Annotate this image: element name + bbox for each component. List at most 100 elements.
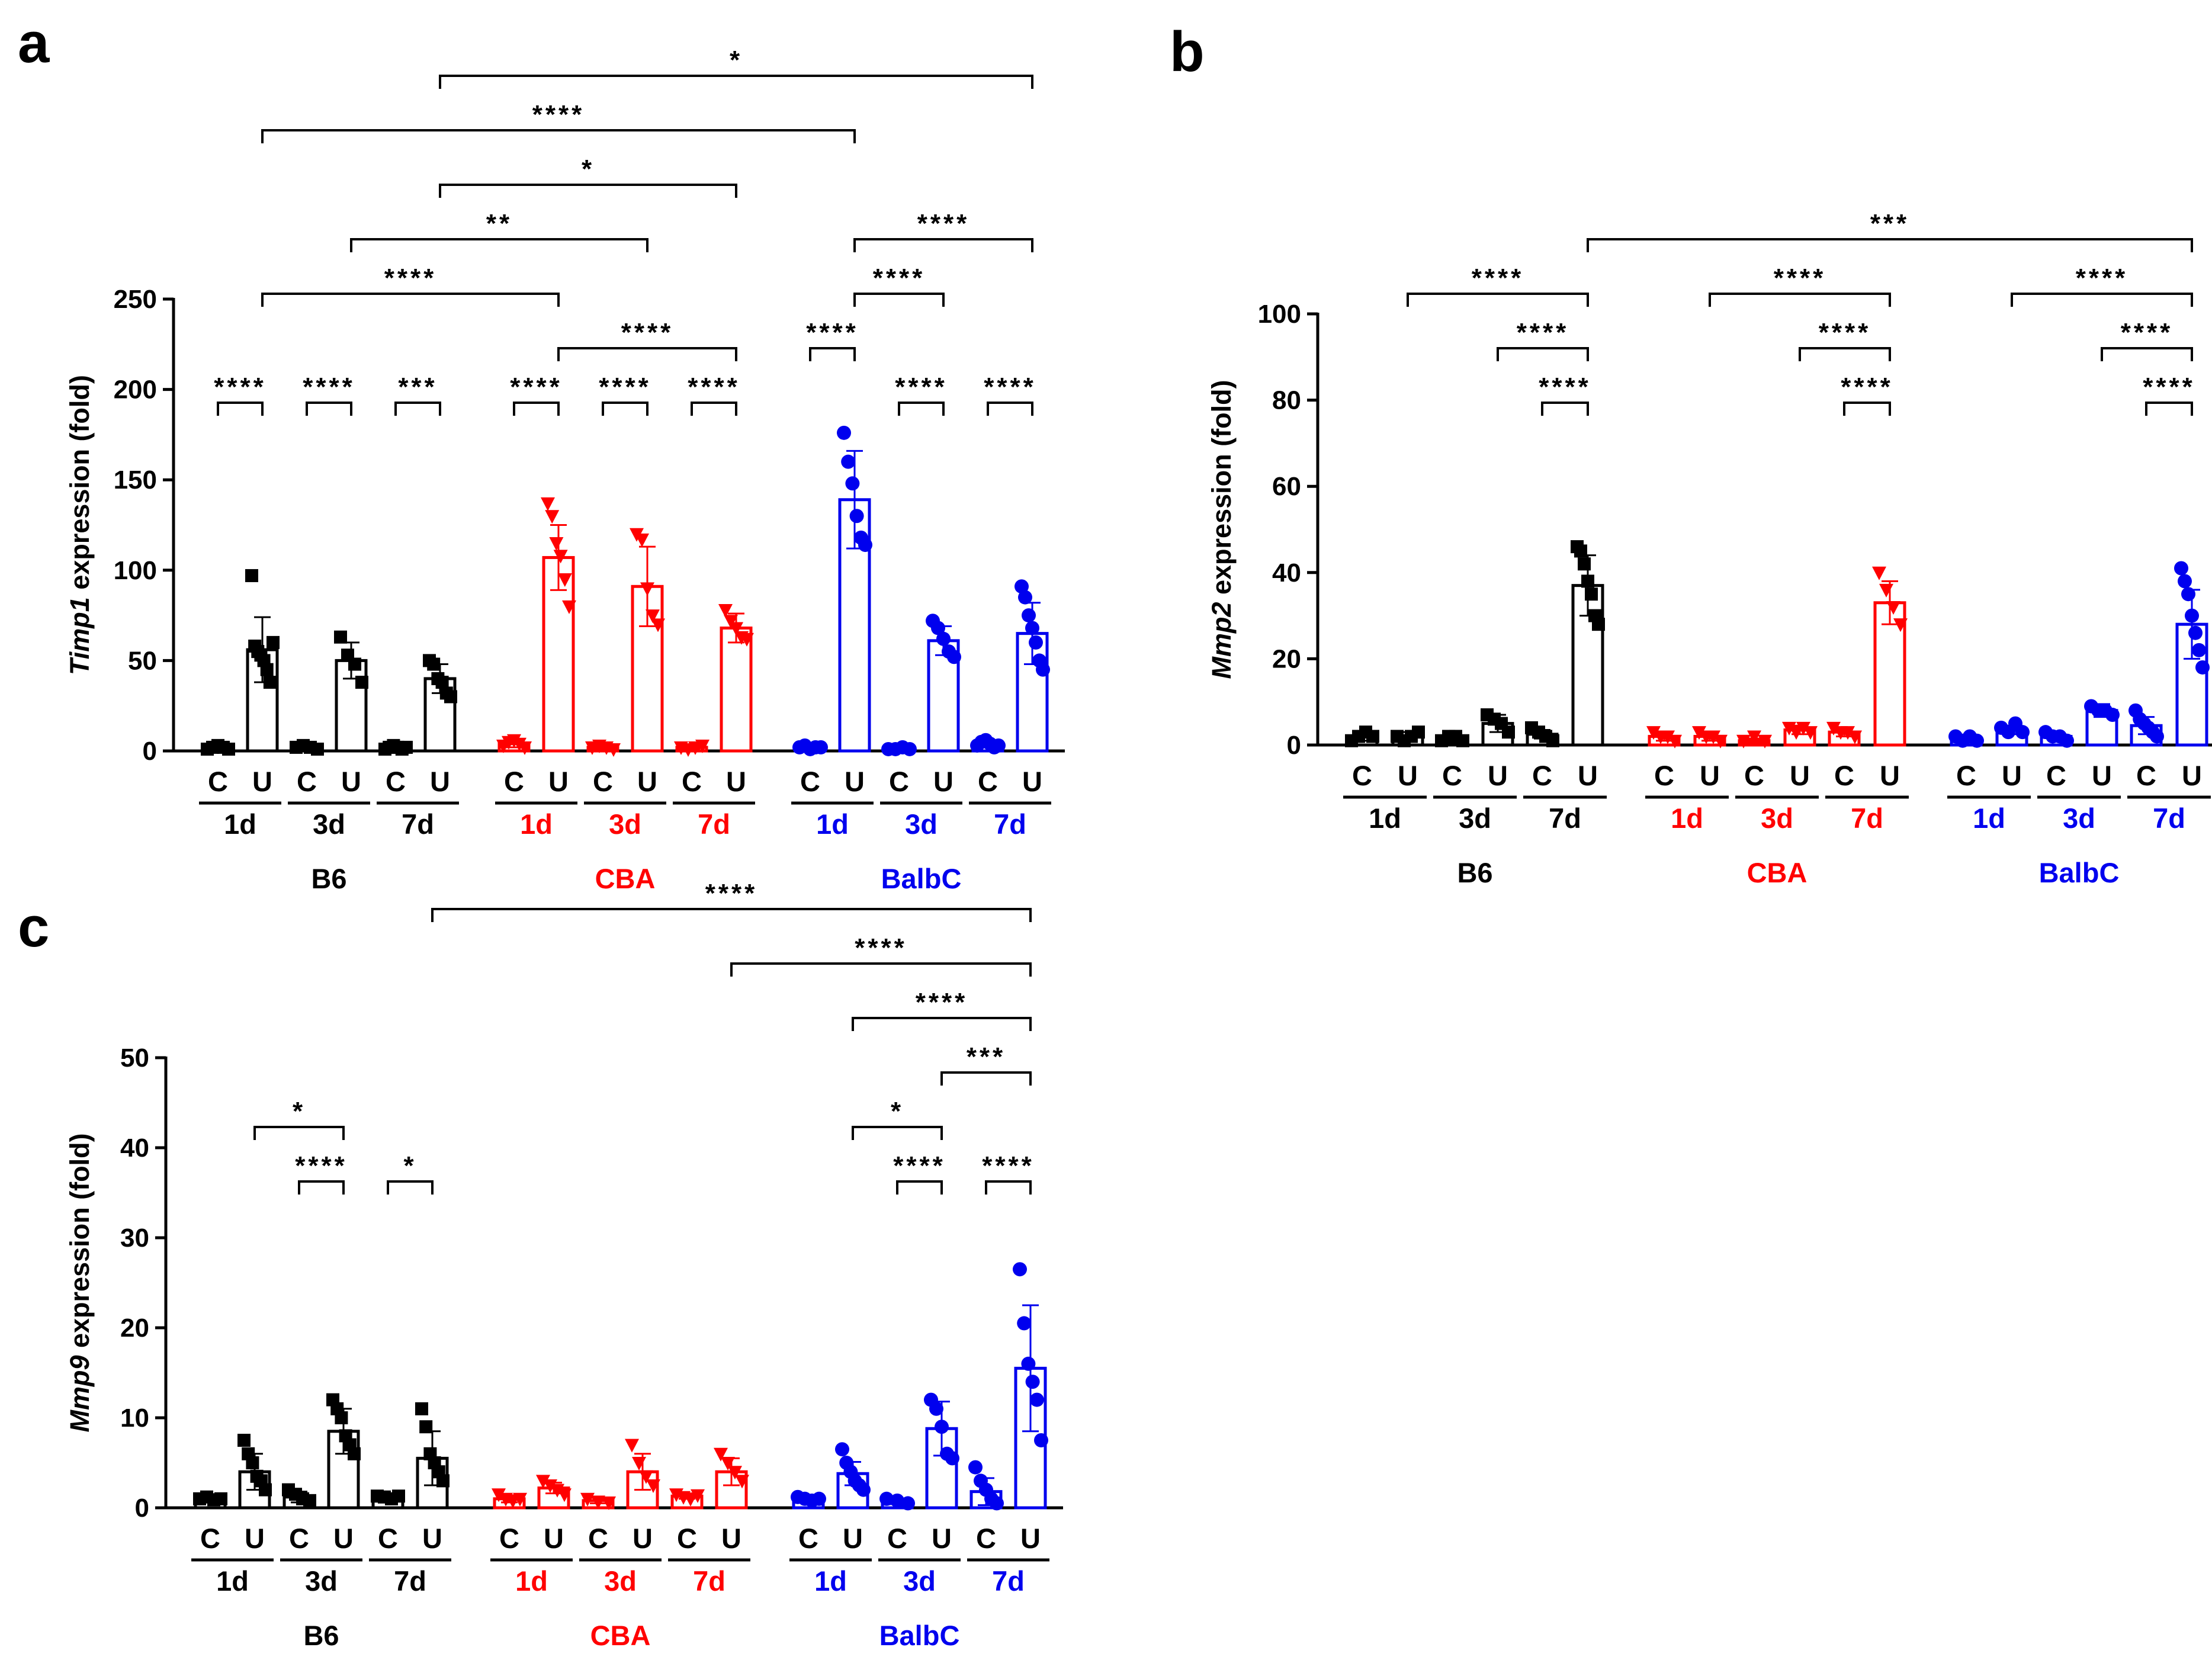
data-point xyxy=(929,1401,943,1416)
significance-label: **** xyxy=(295,1151,348,1180)
significance-bracket xyxy=(261,293,560,307)
condition-label: U xyxy=(721,1523,741,1554)
condition-label: U xyxy=(633,1523,653,1554)
data-point xyxy=(267,635,280,649)
data-point xyxy=(1872,566,1886,580)
condition-label: C xyxy=(682,766,702,797)
day-label: 7d xyxy=(402,808,434,840)
day-label: 3d xyxy=(313,808,345,840)
condition-label: U xyxy=(333,1523,354,1554)
significance-bracket xyxy=(2101,347,2193,361)
data-point xyxy=(602,1496,616,1510)
significance-label: **** xyxy=(1517,318,1569,347)
data-point xyxy=(1826,721,1841,736)
y-tick-label: 10 xyxy=(120,1404,149,1433)
y-tick-label: 40 xyxy=(120,1134,149,1163)
significance-label: **** xyxy=(873,264,926,293)
data-point xyxy=(392,1489,405,1503)
significance-bracket xyxy=(217,402,264,416)
significance-bracket xyxy=(1843,402,1891,416)
data-point xyxy=(435,676,449,689)
significance-bracket xyxy=(602,402,648,416)
y-tick-label: 200 xyxy=(114,375,157,404)
condition-label: C xyxy=(386,766,406,797)
panel-letter: b xyxy=(1170,20,1205,84)
data-point xyxy=(845,476,860,491)
day-label: 1d xyxy=(515,1565,548,1597)
significance-label: **** xyxy=(895,373,948,402)
day-label: 1d xyxy=(1369,802,1401,834)
data-point xyxy=(903,741,917,756)
y-tick-label: 150 xyxy=(114,465,157,495)
data-point xyxy=(1036,662,1050,677)
data-point xyxy=(856,1482,871,1497)
condition-label: U xyxy=(1398,760,1418,791)
data-point xyxy=(246,1456,259,1469)
day-label: 3d xyxy=(2063,802,2095,834)
significance-bracket xyxy=(557,347,737,361)
significance-bracket xyxy=(2145,402,2193,416)
data-point xyxy=(2181,587,2195,602)
day-label: 3d xyxy=(903,1565,936,1597)
data-point xyxy=(1456,734,1469,747)
strain-label: BalbC xyxy=(2039,857,2120,888)
data-point xyxy=(639,1470,653,1484)
significance-bracket xyxy=(2011,293,2193,307)
data-point xyxy=(2015,725,2030,740)
data-point xyxy=(348,657,361,671)
condition-label: U xyxy=(933,766,953,797)
data-point xyxy=(935,1420,949,1434)
significance-label: **** xyxy=(705,879,758,908)
data-point xyxy=(1017,1316,1032,1331)
day-label: 1d xyxy=(216,1565,249,1597)
data-point xyxy=(536,1475,550,1489)
data-point xyxy=(1585,587,1598,601)
data-point xyxy=(1796,721,1810,736)
condition-label: U xyxy=(1578,760,1598,791)
condition-label: U xyxy=(637,766,657,797)
condition-label: C xyxy=(798,1523,818,1554)
data-point xyxy=(518,741,532,755)
data-point xyxy=(1661,730,1675,744)
condition-label: U xyxy=(422,1523,442,1554)
data-point xyxy=(849,509,864,524)
data-point xyxy=(335,1411,348,1424)
significance-label: **** xyxy=(2143,373,2195,402)
data-point xyxy=(348,1447,361,1460)
data-point xyxy=(1029,635,1043,650)
day-label: 1d xyxy=(1671,802,1703,834)
data-point xyxy=(549,537,564,551)
significance-label: **** xyxy=(1819,318,1871,347)
data-point xyxy=(1803,726,1818,740)
data-point xyxy=(991,738,1006,753)
data-point xyxy=(2185,608,2199,623)
significance-bracket xyxy=(1497,347,1589,361)
data-point xyxy=(945,1451,959,1466)
condition-label: U xyxy=(1022,766,1042,797)
significance-bracket xyxy=(809,347,856,361)
strain-label: CBA xyxy=(595,863,656,894)
data-point xyxy=(400,740,413,754)
y-axis-label-text: expression (fold) xyxy=(1206,380,1237,602)
significance-bracket xyxy=(1407,293,1589,307)
data-point xyxy=(1366,730,1379,743)
condition-label: C xyxy=(1532,760,1552,791)
data-point xyxy=(1713,734,1728,749)
data-point xyxy=(606,743,621,757)
day-label: 1d xyxy=(1973,802,2005,834)
y-tick-label: 40 xyxy=(1272,558,1301,587)
y-tick-label: 50 xyxy=(128,646,157,675)
day-label: 3d xyxy=(905,808,938,840)
data-point xyxy=(260,663,274,676)
y-tick-label: 30 xyxy=(120,1224,149,1253)
data-point xyxy=(1758,734,1772,749)
condition-label: C xyxy=(800,766,820,797)
data-point xyxy=(1646,726,1661,740)
significance-label: *** xyxy=(967,1042,1006,1071)
condition-label: C xyxy=(504,766,524,797)
data-point xyxy=(728,1466,742,1480)
significance-label: **** xyxy=(621,318,674,347)
data-point xyxy=(1747,730,1761,744)
significance-bracket xyxy=(853,238,1033,252)
